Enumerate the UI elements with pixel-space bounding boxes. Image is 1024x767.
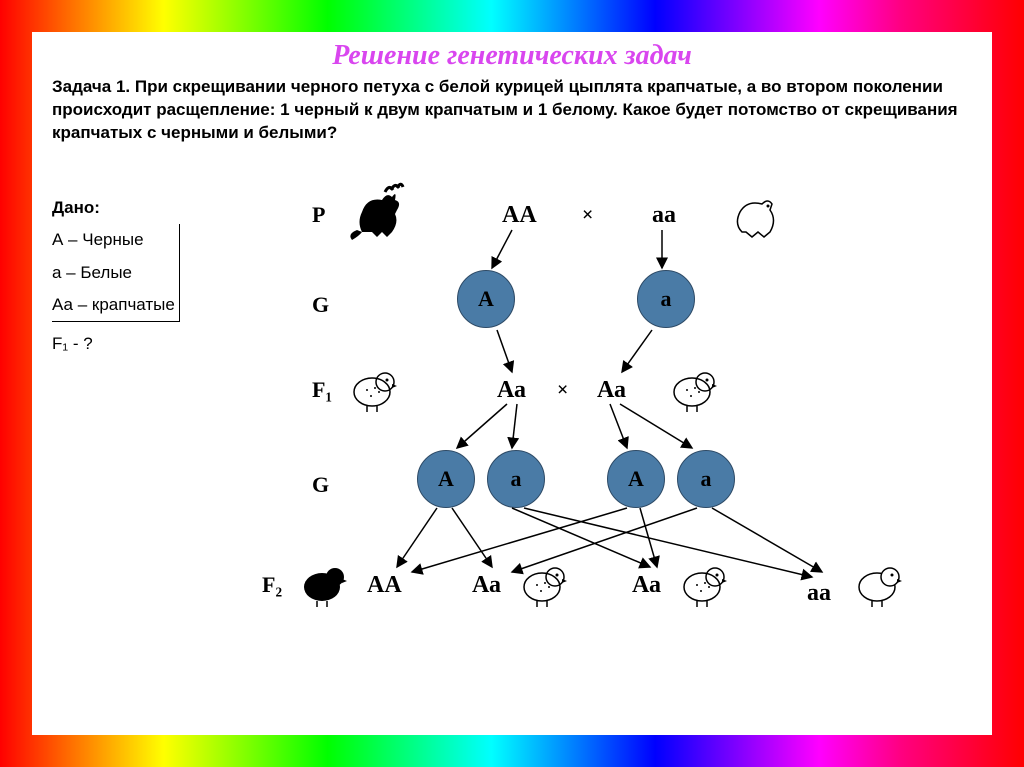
given-block: Дано: А – Черные а – Белые Аа – крапчаты… xyxy=(52,192,180,360)
gamete-g1-A-label: А xyxy=(478,286,494,312)
gamete-g2-A2-label: А xyxy=(628,466,644,492)
chick-f1-right-icon xyxy=(667,362,722,417)
gamete-g2-A1-label: А xyxy=(438,466,454,492)
given-line-3: Аа – крапчатые xyxy=(52,289,180,322)
given-question: F₁ - ? xyxy=(52,328,180,360)
chick-speckled1-icon xyxy=(517,557,572,612)
geno-F2-AA: АА xyxy=(367,572,402,599)
rooster-icon xyxy=(347,182,417,247)
chick-black-icon xyxy=(297,557,352,612)
gamete-g1-a: а xyxy=(637,270,695,328)
label-F2: F₂ xyxy=(262,572,282,598)
given-header: Дано: xyxy=(52,192,180,224)
page-title: Решение генетических задач xyxy=(52,40,972,72)
gamete-g2-a2: а xyxy=(677,450,735,508)
content-area: Решение генетических задач Задача 1. При… xyxy=(32,32,992,735)
cross-P: × xyxy=(582,204,593,227)
label-G1: G xyxy=(312,292,329,318)
arrow-layer xyxy=(212,182,972,715)
gamete-g2-a2-label: а xyxy=(701,466,712,492)
label-P: P xyxy=(312,202,325,228)
genetics-diagram: P G F₁ G F₂ АА × аа А а xyxy=(212,182,972,715)
gamete-g1-a-label: а xyxy=(661,286,672,312)
gamete-g2-A1: А xyxy=(417,450,475,508)
geno-F2-aa: аа xyxy=(807,580,831,607)
chick-speckled2-icon xyxy=(677,557,732,612)
geno-P-mother: аа xyxy=(652,202,676,229)
label-G2: G xyxy=(312,472,329,498)
geno-F1-1: Аа xyxy=(497,377,526,404)
chick-white-icon xyxy=(852,557,907,612)
gamete-g2-a1: а xyxy=(487,450,545,508)
hen-icon xyxy=(722,182,792,247)
given-line-1: А – Черные xyxy=(52,224,180,256)
geno-P-father: АА xyxy=(502,202,537,229)
label-F1: F₁ xyxy=(312,377,332,403)
chick-f1-left-icon xyxy=(347,362,402,417)
given-line-2: а – Белые xyxy=(52,257,180,289)
gamete-g1-A: А xyxy=(457,270,515,328)
geno-F1-2: Аа xyxy=(597,377,626,404)
gamete-g2-A2: А xyxy=(607,450,665,508)
geno-F2-Aa2: Аа xyxy=(632,572,661,599)
geno-F2-Aa1: Аа xyxy=(472,572,501,599)
cross-F1: × xyxy=(557,379,568,402)
problem-text: Задача 1. При скрещивании черного петуха… xyxy=(52,76,972,145)
gamete-g2-a1-label: а xyxy=(511,466,522,492)
